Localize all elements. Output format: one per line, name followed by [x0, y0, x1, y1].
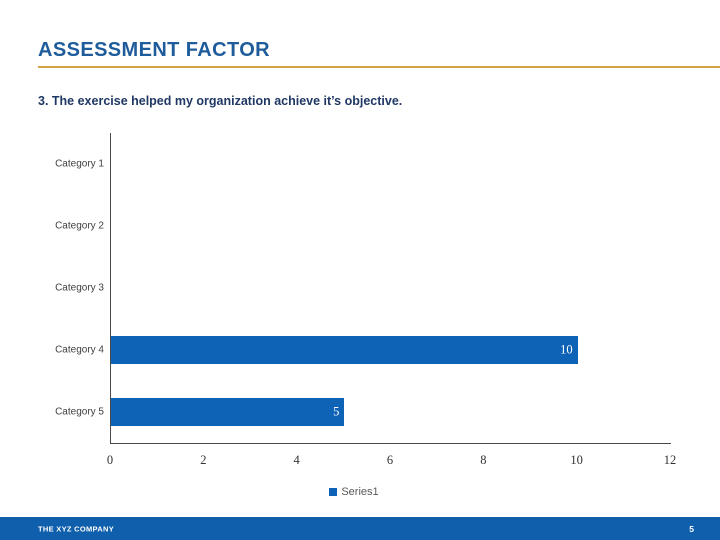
x-axis-tick: 2 — [200, 453, 207, 467]
category-label: Category 2 — [55, 220, 104, 232]
x-axis-labels: 0 2 4 6 8 10 12 — [0, 453, 690, 469]
x-axis-tick: 10 — [570, 453, 583, 467]
chart-row — [111, 195, 671, 257]
category-label: Category 4 — [55, 344, 104, 356]
slide-subtitle: 3. The exercise helped my organization a… — [38, 94, 403, 108]
title-underline — [38, 66, 720, 68]
x-axis-tick: 4 — [293, 453, 300, 467]
bar-value-label: 5 — [333, 404, 340, 419]
bar-chart: 10 5 Category 1 Category 2 Category 3 Catego… — [0, 133, 690, 505]
bar-category-5: 5 — [111, 398, 345, 426]
y-axis-category-labels: Category 1 Category 2 Category 3 Category 4… — [0, 133, 104, 443]
chart-row: 5 — [111, 381, 671, 443]
x-axis-tick: 0 — [106, 453, 114, 467]
chart-row — [111, 133, 671, 195]
chart-row — [111, 257, 671, 319]
bar-category-4: 10 — [111, 336, 578, 364]
x-axis-tick: 8 — [480, 453, 487, 467]
category-label: Category 3 — [55, 282, 104, 294]
footer-company-label: THE XYZ COMPANY — [38, 524, 115, 533]
category-label: Category 5 — [55, 406, 104, 418]
x-axis-tick: 12 — [663, 453, 677, 467]
legend-marker-icon — [329, 488, 338, 496]
x-axis-tick: 6 — [386, 453, 394, 467]
footer-page-number: 5 — [689, 523, 694, 534]
chart-plot-area: 10 5 — [110, 133, 671, 444]
category-label: Category 1 — [55, 158, 104, 170]
footer-bar: THE XYZ COMPANY 5 — [0, 517, 720, 540]
chart-row: 10 — [111, 319, 671, 381]
chart-legend: Series1 — [38, 486, 670, 498]
legend-series-label: Series1 — [341, 486, 379, 498]
bar-value-label: 10 — [560, 342, 573, 357]
slide-title: ASSESSMENT FACTOR — [38, 39, 271, 61]
